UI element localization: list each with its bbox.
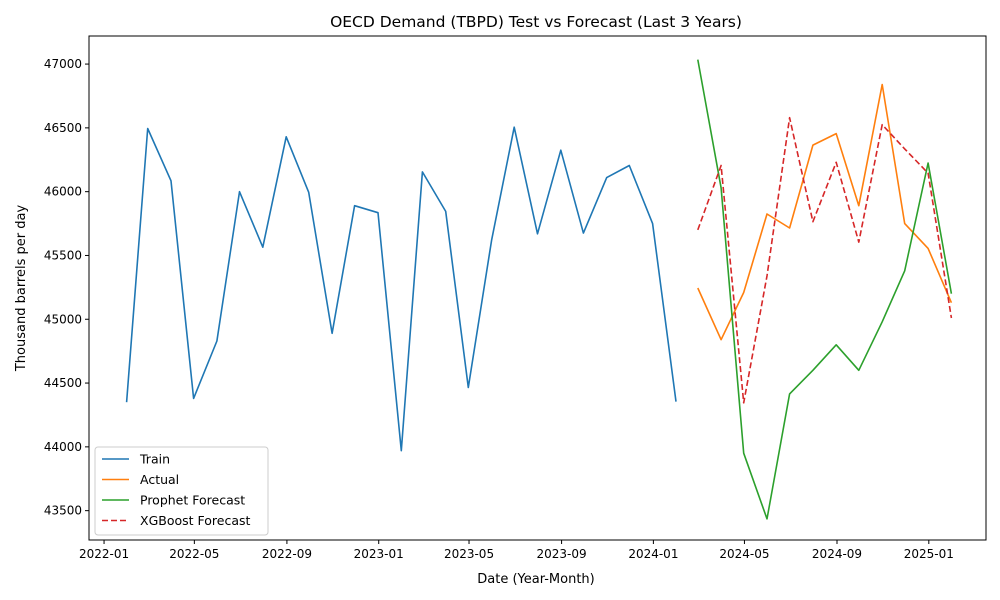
- series-line-train: [125, 126, 677, 452]
- legend-label: Prophet Forecast: [140, 493, 245, 508]
- y-tick-label: 44000: [44, 440, 82, 454]
- y-tick-label: 45000: [44, 312, 82, 326]
- y-tick-label: 44500: [44, 376, 82, 390]
- x-axis: 2022-01 2022-05 2022-09 2023-01 2023-05 2023-…: [79, 540, 954, 561]
- x-axis-title: Date (Year-Month): [477, 572, 594, 587]
- x-tick-label: 2023-05: [444, 547, 494, 561]
- legend-box: [94, 446, 269, 536]
- legend-label: Train: [139, 452, 170, 467]
- y-tick-label: 45500: [44, 248, 82, 262]
- y-tick-label: 47000: [44, 57, 82, 71]
- y-axis: 43500 44000 44500 45000 45500 46000 46500 47000: [44, 57, 89, 518]
- series-line-xgboost-forecast: [697, 116, 953, 404]
- x-tick-label: 2023-09: [537, 547, 587, 561]
- x-tick-label: 2022-05: [169, 547, 219, 561]
- x-tick-label: 2023-01: [354, 547, 404, 561]
- y-tick-label: 46500: [44, 121, 82, 135]
- chart-title: OECD Demand (TBPD) Test vs Forecast (Las…: [330, 13, 742, 31]
- series-line-prophet-forecast: [697, 59, 953, 520]
- x-tick-label: 2024-05: [719, 547, 769, 561]
- x-tick-label: 2022-01: [79, 547, 129, 561]
- series-line-actual: [697, 83, 953, 341]
- plot-frame: [88, 35, 987, 541]
- y-tick-label: 43500: [44, 504, 82, 518]
- legend: Train Actual Prophet Forecast XGBoost Forec…: [94, 446, 269, 536]
- x-tick-label: 2025-01: [904, 547, 954, 561]
- x-tick-label: 2024-09: [812, 547, 862, 561]
- x-tick-label: 2022-09: [262, 547, 312, 561]
- y-axis-title: Thousand barrels per day: [14, 205, 29, 373]
- legend-label: Actual: [140, 472, 179, 487]
- y-tick-label: 46000: [44, 185, 82, 199]
- legend-label: XGBoost Forecast: [140, 513, 250, 528]
- x-tick-label: 2024-01: [628, 547, 678, 561]
- plot-area: [125, 59, 953, 520]
